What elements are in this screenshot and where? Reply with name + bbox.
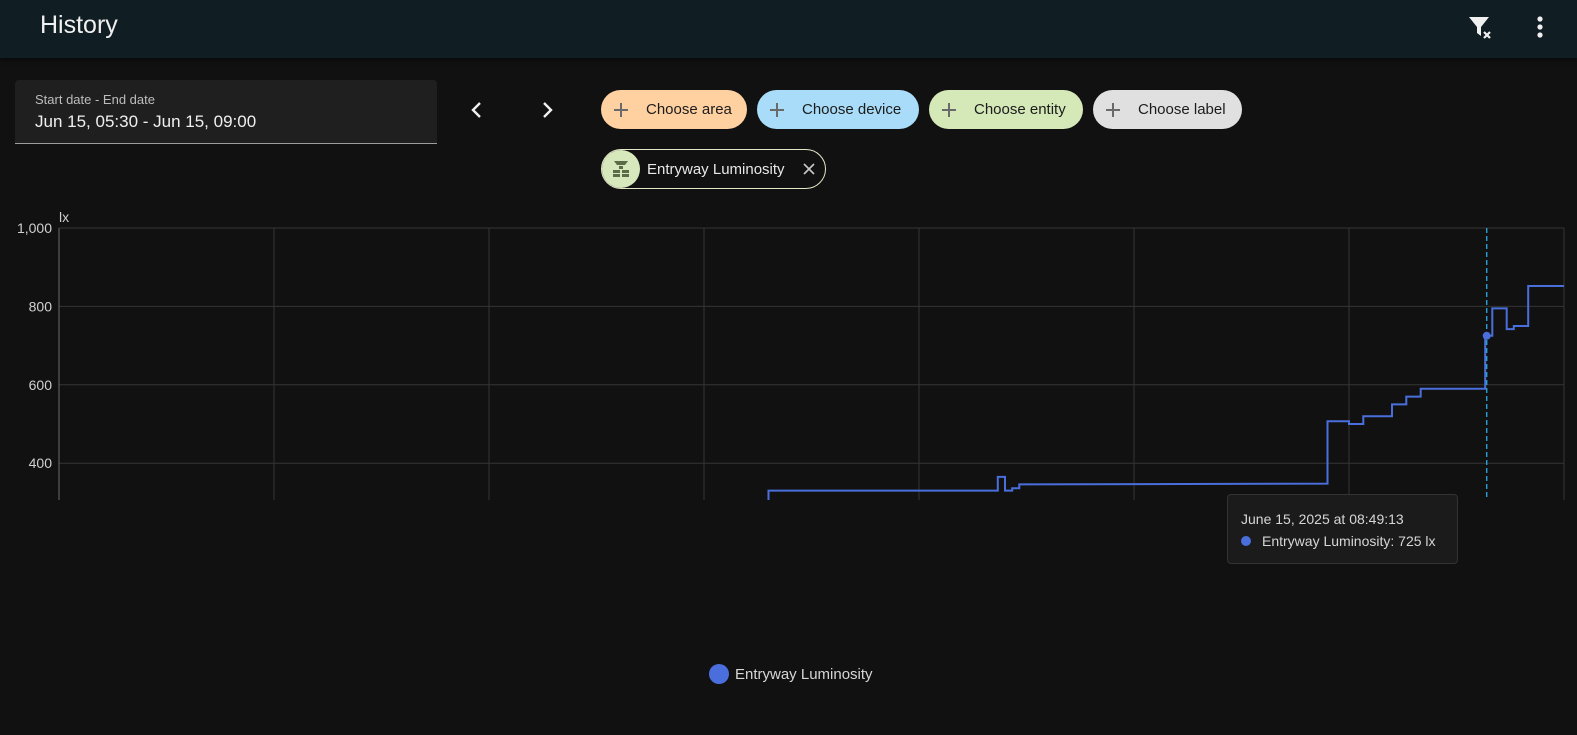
y-tick-label: 400 bbox=[29, 455, 53, 471]
filter-remove-icon bbox=[1466, 13, 1494, 46]
choose-area-label: Choose area bbox=[646, 101, 732, 118]
selected-entity-name: Entryway Luminosity bbox=[647, 160, 785, 178]
legend-label: Entryway Luminosity bbox=[735, 665, 873, 683]
choose-area-chip[interactable]: Choose area bbox=[601, 90, 747, 129]
previous-period-button[interactable] bbox=[455, 90, 499, 134]
date-range-value: Jun 15, 05:30 - Jun 15, 09:00 bbox=[35, 112, 257, 131]
choose-entity-chip[interactable]: Choose entity bbox=[929, 90, 1083, 129]
remove-entity-button[interactable] bbox=[802, 162, 816, 176]
history-chart[interactable]: 02004006008001,00005:3006:0006:3007:0007… bbox=[0, 200, 1577, 500]
choose-label-chip[interactable]: Choose label bbox=[1093, 90, 1242, 129]
y-tick-label: 800 bbox=[29, 298, 53, 314]
plus-icon bbox=[769, 102, 785, 118]
chevron-right-icon bbox=[540, 101, 554, 124]
close-icon bbox=[803, 163, 815, 175]
y-axis-unit-label: lx bbox=[59, 209, 69, 225]
clear-filters-button[interactable] bbox=[1460, 9, 1500, 49]
next-period-button[interactable] bbox=[525, 90, 569, 134]
choose-device-chip[interactable]: Choose device bbox=[757, 90, 919, 129]
series-color-dot bbox=[1241, 536, 1251, 546]
date-range-picker[interactable]: Start date - End date Jun 15, 05:30 - Ju… bbox=[15, 80, 437, 144]
choose-label-label: Choose label bbox=[1138, 101, 1226, 118]
choose-device-label: Choose device bbox=[802, 101, 902, 118]
tooltip-value: Entryway Luminosity: 725 lx bbox=[1262, 533, 1436, 549]
y-tick-label: 600 bbox=[29, 377, 53, 393]
plus-icon bbox=[1105, 102, 1121, 118]
chart-tooltip: June 15, 2025 at 08:49:13 Entryway Lumin… bbox=[1227, 494, 1458, 564]
choose-entity-label: Choose entity bbox=[974, 101, 1066, 118]
legend-color-dot bbox=[709, 664, 729, 684]
y-tick-label: 1,000 bbox=[17, 220, 52, 236]
chart-legend-item[interactable]: Entryway Luminosity bbox=[709, 664, 873, 684]
app-header: History bbox=[0, 0, 1577, 58]
tooltip-time: June 15, 2025 at 08:49:13 bbox=[1241, 511, 1404, 527]
tooltip-row: Entryway Luminosity: 725 lx bbox=[1241, 533, 1436, 549]
selected-entity-chip[interactable]: Entryway Luminosity bbox=[601, 149, 826, 189]
series-line-entryway-luminosity bbox=[767, 285, 1564, 500]
more-options-button[interactable] bbox=[1520, 9, 1560, 49]
chevron-left-icon bbox=[470, 101, 484, 124]
cursor-point bbox=[1482, 331, 1491, 340]
more-vert-icon bbox=[1536, 15, 1544, 44]
plus-icon bbox=[613, 102, 629, 118]
plus-icon bbox=[941, 102, 957, 118]
brightness-icon bbox=[602, 150, 640, 188]
date-range-label: Start date - End date bbox=[35, 92, 155, 107]
page-title: History bbox=[40, 11, 118, 39]
